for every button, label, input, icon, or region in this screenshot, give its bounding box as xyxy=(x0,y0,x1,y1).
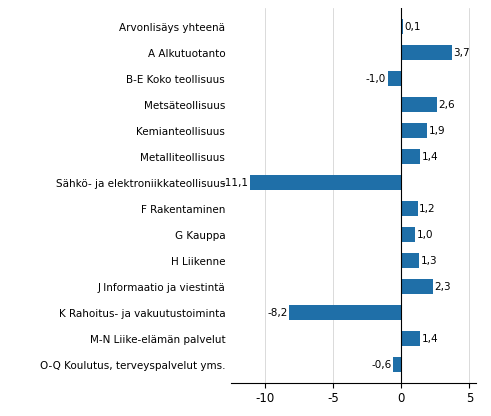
Bar xyxy=(401,97,436,111)
Bar xyxy=(401,20,403,34)
Bar xyxy=(289,305,401,319)
Text: -8,2: -8,2 xyxy=(268,307,288,317)
Text: -0,6: -0,6 xyxy=(371,359,391,369)
Bar xyxy=(401,149,420,163)
Bar xyxy=(387,72,401,86)
Bar xyxy=(401,201,418,215)
Bar xyxy=(401,45,452,59)
Bar xyxy=(401,124,427,138)
Text: 1,0: 1,0 xyxy=(416,230,433,240)
Bar xyxy=(401,280,433,294)
Text: 1,4: 1,4 xyxy=(422,334,438,344)
Text: 2,3: 2,3 xyxy=(434,282,451,292)
Text: 3,7: 3,7 xyxy=(453,47,470,57)
Text: 0,1: 0,1 xyxy=(404,22,421,32)
Bar xyxy=(250,176,401,190)
Bar xyxy=(401,253,419,267)
Text: 1,4: 1,4 xyxy=(422,151,438,161)
Text: 1,3: 1,3 xyxy=(421,255,437,265)
Bar xyxy=(401,332,420,346)
Text: 1,2: 1,2 xyxy=(419,203,436,213)
Text: -11,1: -11,1 xyxy=(221,178,248,188)
Text: 1,9: 1,9 xyxy=(429,126,445,136)
Text: -1,0: -1,0 xyxy=(366,74,386,84)
Text: 2,6: 2,6 xyxy=(438,99,455,109)
Bar xyxy=(393,357,401,371)
Bar xyxy=(401,228,415,242)
